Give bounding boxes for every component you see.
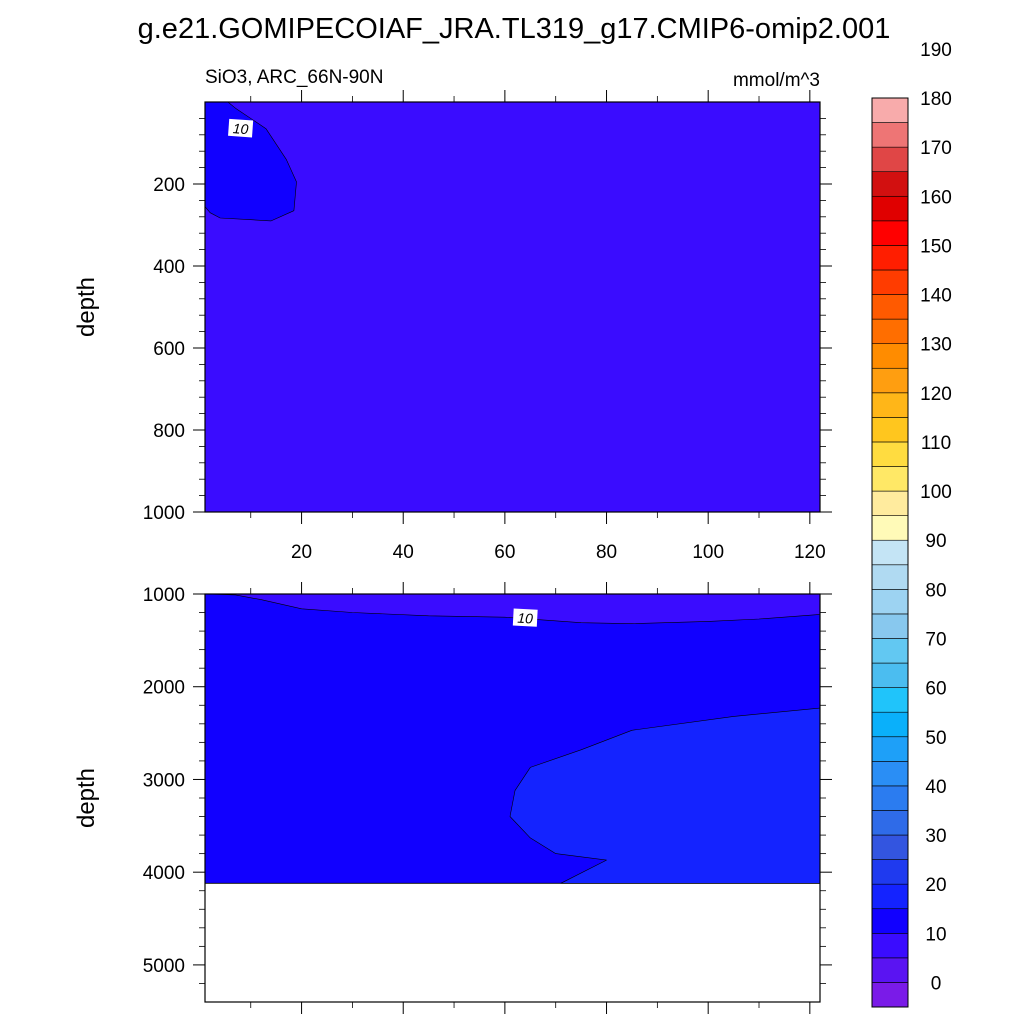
plot-area: 10 — [205, 594, 820, 1002]
y-tick-label: 3000 — [143, 770, 185, 791]
colorbar-swatch — [871, 392, 909, 418]
lower-right-region — [509, 707, 820, 884]
colorbar-swatch — [871, 122, 909, 148]
contour-label-text: 10 — [517, 610, 534, 627]
upper-low-silicate-patch — [205, 102, 297, 222]
colorbar-swatch — [871, 343, 909, 369]
units-label: mmol/m^3 — [733, 70, 820, 91]
contour-label-text: 10 — [232, 120, 249, 137]
figure-title: g.e21.GOMIPECOIAF_JRA.TL319_g17.CMIP6-om… — [138, 13, 891, 45]
colorbar-tick-label: 100 — [920, 482, 952, 503]
y-tick-label: 5000 — [143, 956, 185, 977]
colorbar-tick-label: 160 — [920, 187, 952, 208]
colorbar-tick-label: 130 — [920, 335, 952, 356]
colorbar-tick-label: 50 — [925, 728, 946, 749]
colorbar: 0 10 20 30 40 50 60 70 80 90 100 110 120 130 140 150 160… — [871, 40, 952, 1008]
colorbar-swatch — [871, 662, 909, 688]
colorbar-swatch — [871, 220, 909, 246]
x-tick-label: 120 — [794, 542, 826, 563]
colorbar-swatch — [871, 269, 909, 295]
x-tick-label: 20 — [291, 542, 312, 563]
y-tick-label: 200 — [153, 175, 185, 196]
colorbar-swatch — [871, 761, 909, 787]
colorbar-tick-label: 0 — [931, 973, 942, 994]
contour-label-box — [228, 118, 254, 138]
colorbar-swatch — [871, 539, 909, 566]
background-fill — [205, 102, 820, 512]
variable-label: SiO3, ARC_66N-90N — [205, 67, 383, 88]
x-tick-label: 100 — [692, 542, 724, 563]
y-tick-label: 4000 — [143, 863, 185, 884]
contour-label-box — [512, 608, 538, 627]
colorbar-tick-label: 40 — [925, 777, 946, 798]
colorbar-swatch — [871, 613, 909, 639]
colorbar-swatch — [871, 294, 909, 320]
colorbar-swatch — [871, 195, 909, 222]
panel-1: 10 200 400 600 800 1000 20 40 60 80 100 120 depth — [73, 90, 832, 563]
colorbar-swatch — [871, 982, 909, 1008]
x-tick-label: 60 — [494, 542, 515, 563]
colorbar-swatch — [871, 318, 909, 344]
colorbar-swatch — [871, 146, 909, 173]
y-tick-label: 1000 — [143, 503, 185, 524]
colorbar-tick-label: 30 — [925, 826, 946, 847]
panel-frame — [204, 101, 821, 513]
colorbar-swatch — [871, 859, 909, 885]
contour-label-1: 10 — [512, 608, 538, 627]
colorbar-swatch — [871, 908, 909, 934]
colorbar-tick-label: 180 — [920, 89, 952, 110]
colorbar-swatch — [871, 785, 909, 811]
colorbar-tick-label: 120 — [920, 384, 952, 405]
contour-label-1: 10 — [228, 118, 254, 138]
colorbar-swatch — [871, 97, 909, 123]
colorbar-tick-label: 80 — [925, 580, 946, 601]
colorbar-tick-label: 90 — [925, 531, 946, 552]
colorbar-tick-label: 20 — [925, 875, 946, 896]
colorbar-tick-label: 150 — [920, 236, 952, 257]
y-tick-label: 400 — [153, 257, 185, 278]
colorbar-swatch — [871, 687, 909, 713]
colorbar-tick-label: 10 — [925, 924, 946, 945]
colorbar-swatch — [871, 736, 909, 762]
colorbar-swatch — [871, 932, 909, 959]
colorbar-frame — [871, 97, 909, 1008]
colorbar-swatch — [871, 564, 909, 590]
x-tick-label: 40 — [393, 542, 414, 563]
below-seafloor-area — [205, 883, 820, 1002]
colorbar-tick-label: 70 — [925, 629, 946, 650]
y-tick-label: 1000 — [143, 585, 185, 606]
panel-2: 10 1000 2000 3000 4000 5000 depth — [73, 582, 832, 1014]
colorbar-swatch — [871, 171, 909, 197]
y-axis-label: depth — [73, 277, 100, 337]
colorbar-swatch — [871, 441, 909, 467]
y-tick-label: 2000 — [143, 678, 185, 699]
colorbar-swatch — [871, 490, 909, 516]
colorbar-swatch — [871, 810, 909, 836]
colorbar-swatch — [871, 957, 909, 983]
colorbar-tick-label: 190 — [920, 40, 952, 61]
colorbar-swatch — [871, 466, 909, 492]
colorbar-swatch — [871, 589, 909, 615]
colorbar-swatch — [871, 417, 909, 443]
y-tick-label: 800 — [153, 421, 185, 442]
colorbar-tick-label: 60 — [925, 679, 946, 700]
colorbar-tick-label: 110 — [921, 433, 951, 454]
colorbar-swatch — [871, 834, 909, 860]
colorbar-swatch — [871, 638, 909, 664]
y-axis-label: depth — [73, 768, 100, 828]
colorbar-swatch — [871, 711, 909, 738]
x-tick-label: 80 — [596, 542, 617, 563]
plot-area: 10 — [205, 102, 820, 512]
colorbar-swatch — [871, 515, 909, 541]
colorbar-swatch — [871, 367, 909, 394]
colorbar-tick-label: 140 — [920, 286, 952, 307]
y-tick-label: 600 — [153, 339, 185, 360]
lower-upper-band — [205, 594, 820, 625]
colorbar-tick-label: 170 — [920, 138, 952, 159]
colorbar-swatch — [871, 883, 909, 910]
colorbar-swatch — [871, 245, 909, 271]
